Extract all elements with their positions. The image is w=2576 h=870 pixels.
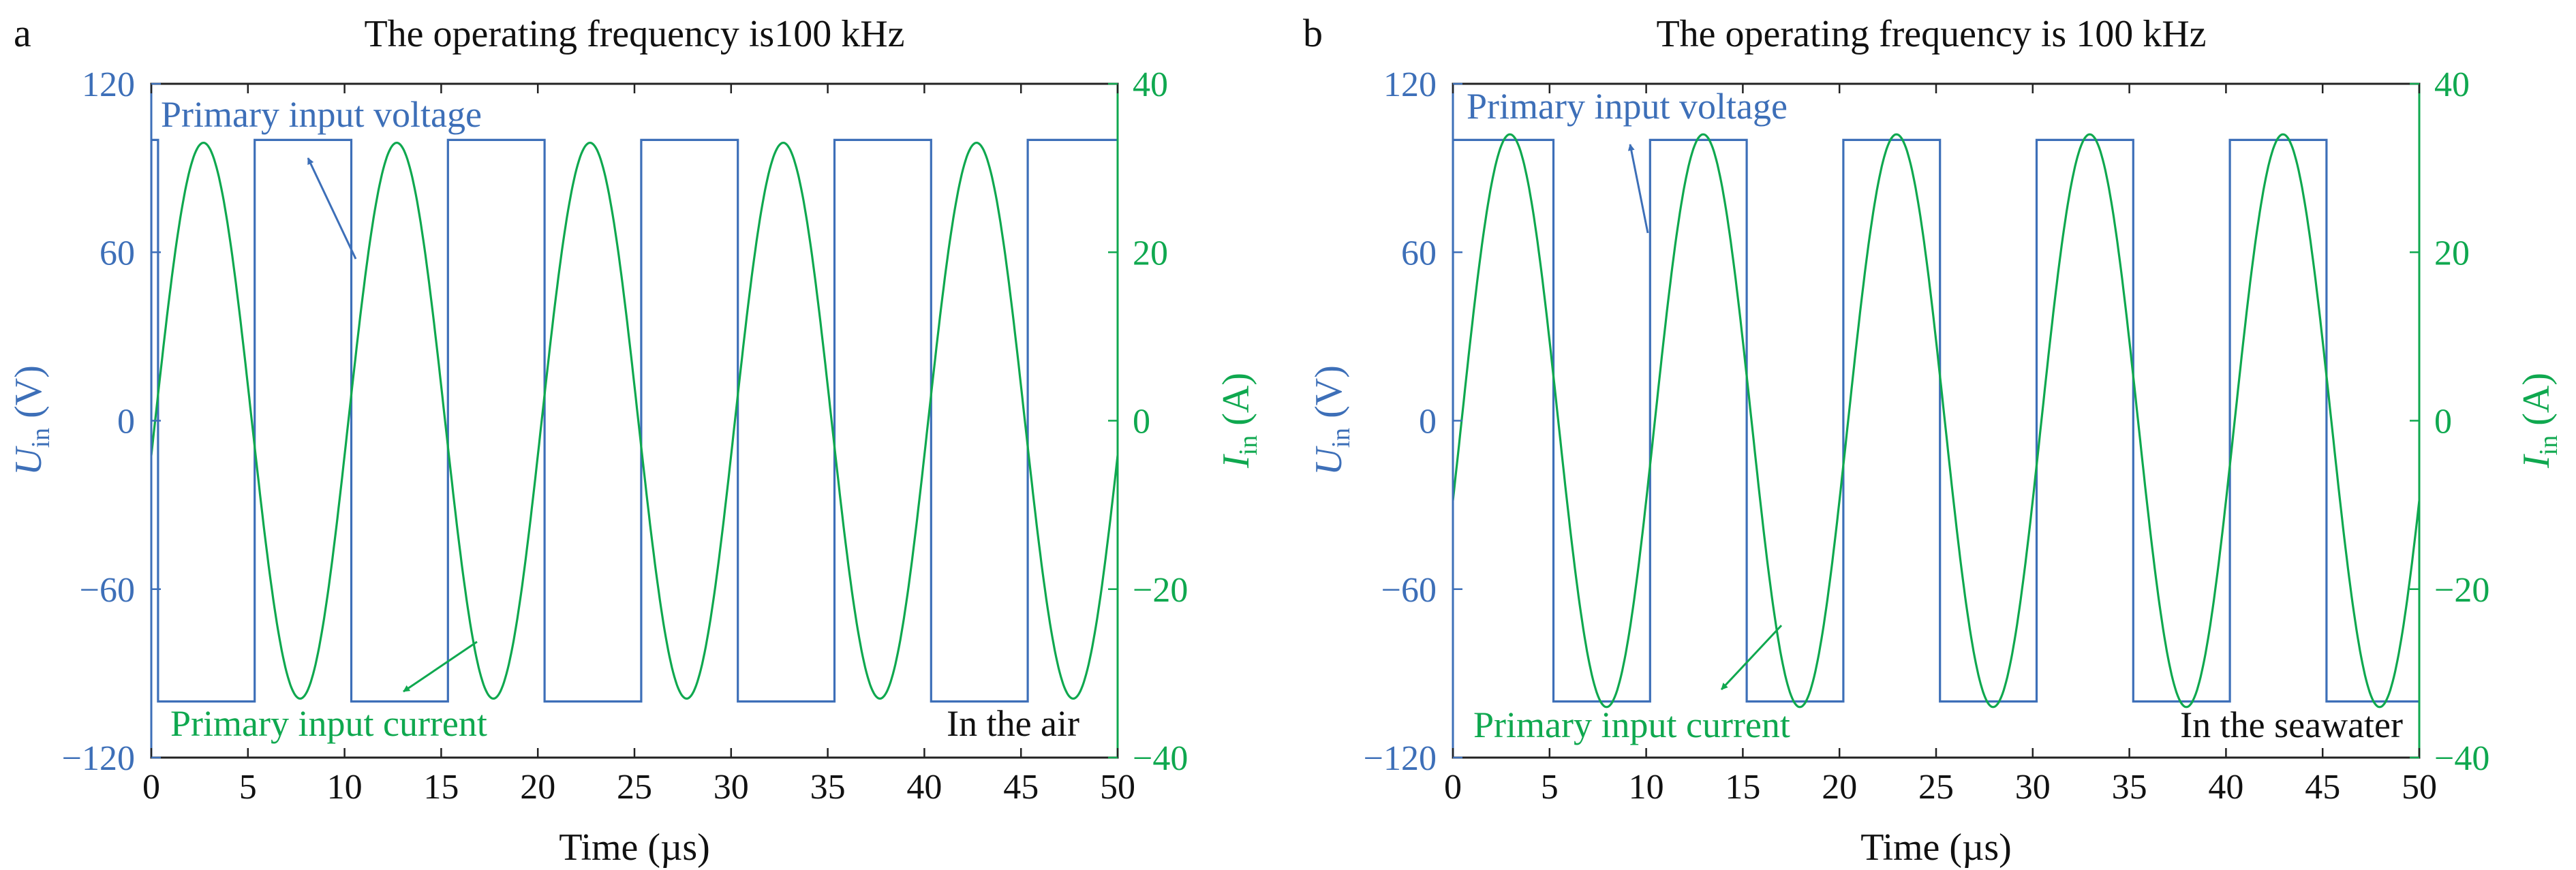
y-right-tick-label-a: −20 — [1133, 571, 1188, 610]
x-tick-label-a: 5 — [239, 768, 257, 807]
y-right-tick-label-b: 40 — [2434, 65, 2470, 104]
x-tick-label-a: 0 — [142, 768, 160, 807]
panel-label-b: b — [1303, 11, 1323, 55]
panel-b: b The operating frequency is 100 kHz 0 5 1… — [1303, 11, 2563, 869]
x-tick-label-a: 35 — [810, 768, 846, 807]
x-tick-label-a: 40 — [906, 768, 942, 807]
x-tick-label-b: 0 — [1444, 768, 1462, 807]
current-series-a — [151, 141, 1118, 700]
x-tick-label-b: 5 — [1541, 768, 1559, 807]
current-annotation-arrow-a — [403, 640, 478, 693]
y-right-ticks-b: 40 20 0 −20 −40 — [2410, 65, 2489, 778]
y-right-ticks-a: 40 20 0 −20 −40 — [1108, 65, 1188, 778]
y-left-tick-label-b: 0 — [1419, 403, 1437, 441]
plot-frame-a — [150, 82, 1119, 759]
y-left-tick-label-a: −120 — [62, 739, 135, 778]
y-left-ticks-b: 120 60 0 −60 −120 — [1364, 65, 1462, 778]
voltage-annotation-arrow-a — [307, 157, 357, 260]
voltage-annotation-a: Primary input voltage — [161, 94, 482, 135]
x-tick-label-b: 10 — [1629, 768, 1664, 807]
x-tick-label-a: 10 — [327, 768, 363, 807]
y-left-tick-label-b: −120 — [1364, 739, 1437, 778]
x-tick-label-b: 45 — [2305, 768, 2340, 807]
x-tick-label-b: 50 — [2402, 768, 2437, 807]
voltage-series-a — [151, 138, 1118, 703]
x-tick-label-a: 20 — [520, 768, 555, 807]
y-right-tick-label-a: −40 — [1133, 739, 1188, 778]
y-right-tick-label-b: −40 — [2434, 739, 2489, 778]
environment-label-a: In the air — [947, 703, 1079, 744]
y-left-ticks-a: 120 60 0 −60 −120 — [62, 65, 161, 778]
y-right-tick-label-a: 40 — [1133, 65, 1168, 104]
voltage-annotation-b: Primary input voltage — [1467, 86, 1788, 127]
plot-area-a — [150, 82, 1119, 759]
y-right-axis-label-a: Iin (A) — [1215, 373, 1263, 469]
current-series-b — [1453, 133, 2419, 709]
y-left-axis-label-b: Uin (V) — [1308, 365, 1355, 476]
x-tick-label-a: 25 — [617, 768, 652, 807]
y-right-tick-label-a: 0 — [1133, 403, 1150, 441]
y-left-tick-label-b: −60 — [1381, 571, 1437, 610]
x-tick-label-b: 40 — [2208, 768, 2243, 807]
x-ticks-b: 0 5 10 15 20 25 30 35 40 45 50 — [1444, 84, 2437, 807]
chart-title-a: The operating frequency is100 kHz — [364, 13, 904, 55]
plot-frame-b — [1452, 82, 2421, 759]
x-tick-label-b: 20 — [1822, 768, 1857, 807]
y-right-tick-label-b: 0 — [2434, 403, 2452, 441]
x-tick-label-b: 25 — [1918, 768, 1954, 807]
x-tick-label-a: 15 — [423, 768, 459, 807]
environment-label-b: In the seawater — [2180, 704, 2403, 745]
plot-area-b — [1452, 82, 2421, 759]
panel-a: a The operating frequency is100 kHz 0 5 10… — [7, 11, 1263, 869]
current-annotation-arrow-b — [1720, 624, 1783, 691]
x-tick-label-a: 45 — [1003, 768, 1039, 807]
x-tick-label-a: 30 — [714, 768, 749, 807]
y-left-tick-label-a: 0 — [117, 403, 135, 441]
x-axis-label-a: Time (µs) — [559, 826, 710, 869]
voltage-annotation-arrow-b — [1627, 144, 1649, 234]
voltage-series-b — [1453, 138, 2419, 703]
y-left-tick-label-a: 60 — [99, 234, 135, 273]
y-left-tick-label-b: 120 — [1383, 65, 1437, 104]
x-axis-label-b: Time (µs) — [1860, 826, 2012, 869]
y-left-tick-label-b: 60 — [1401, 234, 1437, 273]
chart-title-b: The operating frequency is 100 kHz — [1656, 13, 2206, 55]
current-annotation-b: Primary input current — [1473, 704, 1790, 745]
y-right-tick-label-b: −20 — [2434, 571, 2489, 610]
y-right-tick-label-b: 20 — [2434, 234, 2470, 273]
y-right-axis-label-b: Iin (A) — [2515, 373, 2563, 469]
y-left-axis-label-a: Uin (V) — [7, 365, 55, 476]
x-ticks-a: 0 5 10 15 20 25 30 35 40 45 50 — [142, 84, 1135, 807]
x-tick-label-a: 50 — [1100, 768, 1135, 807]
x-tick-label-b: 35 — [2112, 768, 2147, 807]
current-annotation-a: Primary input current — [170, 703, 487, 744]
x-tick-label-b: 30 — [2015, 768, 2051, 807]
y-right-tick-label-a: 20 — [1133, 234, 1168, 273]
x-tick-label-b: 15 — [1725, 768, 1760, 807]
y-left-tick-label-a: −60 — [80, 571, 135, 610]
y-left-tick-label-a: 120 — [82, 65, 135, 104]
panel-label-a: a — [14, 11, 31, 55]
